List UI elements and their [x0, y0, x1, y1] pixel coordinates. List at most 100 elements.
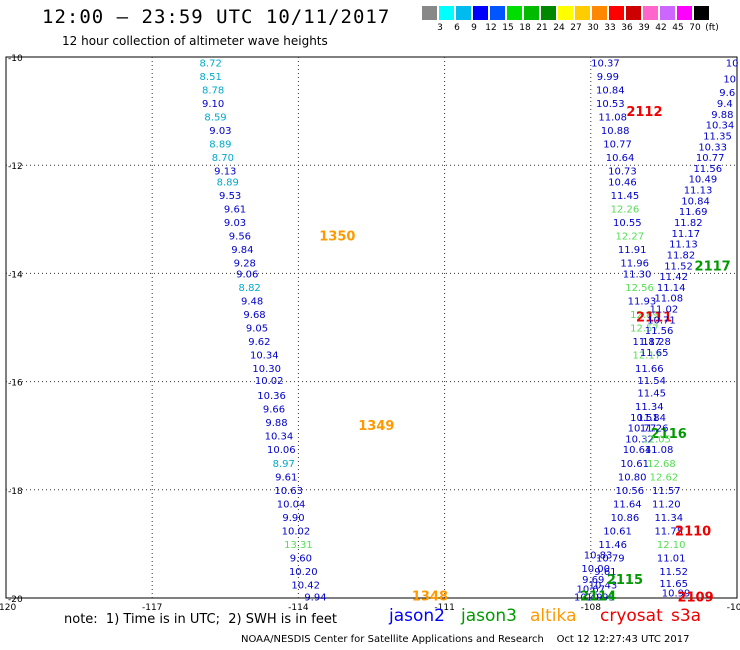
wave-height-value: 11.08 — [654, 294, 683, 305]
wave-height-value: 10.84 — [681, 196, 710, 207]
wave-height-value: 10.04 — [277, 499, 306, 510]
color-swatch — [439, 6, 455, 20]
track-time-label: 2110 — [675, 524, 711, 539]
wave-height-value: 11.35 — [703, 131, 732, 142]
wave-height-value: 9.88 — [265, 418, 287, 429]
wave-height-value: 8.78 — [202, 85, 224, 96]
wave-height-value: 11.91 — [618, 245, 647, 256]
wave-height-value: 9.99 — [597, 72, 619, 83]
wave-height-value: 12.05 — [642, 434, 671, 445]
legend-item-altika: altika — [530, 606, 577, 626]
color-swatch — [609, 6, 625, 20]
wave-height-value: 12.26 — [611, 204, 640, 215]
wave-height-value: 11.17 — [672, 229, 701, 240]
color-scale-label: 70 — [689, 23, 701, 33]
wave-height-value: 12.56 — [625, 283, 654, 294]
wave-height-value: 10.49 — [689, 175, 718, 186]
color-scale-label: 21 — [536, 23, 548, 33]
color-scale-label: (ft) — [705, 23, 719, 33]
wave-height-value: 11.34 — [654, 513, 683, 524]
track-time-label: 1349 — [358, 419, 394, 434]
wave-height-value: 12.17 — [633, 351, 662, 362]
legend-item-jason3: jason3 — [461, 606, 517, 626]
wave-height-value: 10.84 — [596, 85, 625, 96]
wave-height-value: 9.84 — [231, 245, 253, 256]
wave-height-value: 10 — [723, 75, 736, 86]
track-time-label: 2116 — [651, 427, 687, 442]
wave-height-value: 11.13 — [669, 240, 698, 251]
wave-height-value: 10.79 — [596, 553, 625, 564]
wave-height-value: 11.30 — [623, 269, 652, 280]
wave-height-value: 11.64 — [613, 499, 642, 510]
wave-height-value: 12.57 — [630, 324, 659, 335]
color-swatch — [660, 6, 676, 20]
wave-height-value: 9.56 — [229, 232, 251, 243]
wave-height-value: 9.10 — [202, 99, 224, 110]
wave-height-value: 10.71 — [647, 315, 676, 326]
wave-height-value: 9.69 — [582, 575, 604, 586]
track-time-label: 2109 — [677, 590, 713, 605]
wave-height-value: 10.80 — [618, 472, 647, 483]
y-tick-label: -18 — [8, 487, 23, 497]
color-swatch — [592, 6, 608, 20]
wave-height-value: 11.45 — [637, 388, 666, 399]
color-scale-label: 27 — [570, 23, 582, 33]
wave-height-value: 10.36 — [257, 391, 286, 402]
credit-line: NOAA/NESDIS Center for Satellite Applica… — [241, 634, 690, 645]
color-swatch — [626, 6, 642, 20]
wave-height-value: 9.05 — [246, 324, 268, 335]
color-scale-label: 36 — [621, 23, 633, 33]
wave-height-value: 8.89 — [217, 177, 239, 188]
wave-height-value: 10.53 — [596, 99, 625, 110]
wave-height-value: 10.00 — [581, 564, 610, 575]
track-time-label: 2115 — [607, 573, 643, 588]
color-swatch — [677, 6, 693, 20]
track-time-label: 2114 — [580, 589, 616, 604]
track-time-label: 2111 — [636, 311, 672, 326]
color-scale-label: 15 — [502, 23, 514, 33]
color-swatch — [490, 6, 506, 20]
wave-height-value: 11.93 — [628, 296, 657, 307]
color-scale-label: 6 — [454, 23, 460, 33]
color-swatch — [524, 6, 540, 20]
wave-height-value: 11.56 — [645, 326, 674, 337]
wave-height-value: 12.27 — [615, 232, 644, 243]
wave-height-value: 11.14 — [657, 283, 686, 294]
wave-height-value: 10.02 — [255, 376, 284, 387]
wave-height-value: 11.02 — [650, 305, 679, 316]
wave-height-value: 9.94 — [304, 592, 326, 603]
color-swatch — [541, 6, 557, 20]
color-scale-label: 9 — [471, 23, 477, 33]
page-subtitle: 12 hour collection of altimeter wave hei… — [62, 34, 328, 48]
wave-height-value: 11.08 — [598, 113, 627, 124]
wave-height-value: 11.66 — [635, 364, 664, 375]
wave-height-value: 10.83 — [584, 551, 613, 562]
wave-height-value: 9.4 — [717, 99, 733, 110]
wave-height-value: 10.20 — [289, 567, 318, 578]
wave-height-value: 10.77 — [628, 424, 657, 435]
x-tick-label: -114 — [288, 603, 309, 613]
wave-height-value: 11.13 — [684, 186, 713, 197]
wave-height-value: 8.51 — [200, 72, 222, 83]
wave-height-value: 12.89 — [630, 310, 659, 321]
color-swatch — [575, 6, 591, 20]
plot-frame — [5, 56, 738, 599]
wave-height-value: 11.20 — [652, 499, 681, 510]
wave-height-value: 9.68 — [243, 310, 265, 321]
wave-height-value: 11.65 — [659, 579, 688, 590]
wave-height-value: 11.54 — [637, 376, 666, 387]
track-time-label: 1350 — [319, 230, 355, 245]
wave-height-value: 10.88 — [601, 126, 630, 137]
wave-height-value: 10.77 — [603, 140, 632, 151]
wave-height-value: 10.61 — [620, 459, 649, 470]
color-swatch — [558, 6, 574, 20]
wave-height-value: 12.10 — [657, 540, 686, 551]
wave-height-value: 10.86 — [611, 513, 640, 524]
wave-height-value: 10.77 — [696, 153, 725, 164]
legend-item-jason2: jason2 — [389, 606, 445, 626]
wave-height-value: 11.08 — [645, 445, 674, 456]
wave-height-value: 11.69 — [679, 207, 708, 218]
legend-item-s3a: s3a — [671, 606, 702, 626]
wave-height-value: 11.84 — [637, 413, 666, 424]
